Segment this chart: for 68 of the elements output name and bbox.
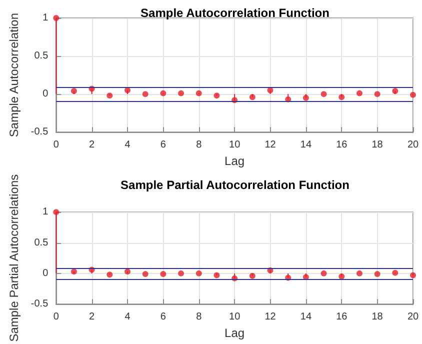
x-tick-label: 2 [89,140,96,151]
point [249,94,256,100]
x-tick-label: 20 [407,312,419,323]
point [106,92,113,99]
point [214,92,220,99]
point [53,15,60,21]
point [338,273,345,280]
x-tick-label: 18 [372,312,384,323]
point [70,88,77,94]
y-tick-label: 0 [42,88,49,100]
point [124,268,131,275]
chart-title: Sample Partial Autocorrelation Function [120,178,350,192]
x-tick-label: 4 [124,140,131,151]
x-tick-label: 14 [300,140,312,151]
point [160,90,166,96]
point [410,92,416,98]
point [392,88,398,94]
point [142,91,148,98]
x-tick-label: 4 [124,312,131,323]
point [196,270,202,276]
point [106,272,113,278]
y-tick-label: -0.5 [30,126,49,138]
point [178,270,184,276]
point [320,91,327,98]
x-tick-label: 20 [407,140,419,151]
x-tick-label: 18 [372,140,384,151]
x-tick-label: 10 [229,312,241,323]
point [160,271,166,278]
y-tick-label: 1 [42,12,49,24]
point [178,90,184,96]
point [338,94,345,100]
y-tick-label: 0.5 [34,237,49,248]
point [53,209,60,216]
point [374,91,380,98]
x-tick-label: 12 [264,312,276,323]
x-tick-label: 6 [160,312,166,323]
y-tick-label: 1 [42,206,49,218]
x-tick-label: 14 [300,312,312,323]
point [356,90,362,96]
x-tick-label: 16 [336,140,348,151]
x-tick-label: 8 [196,312,202,323]
point [196,90,202,96]
x-tick-label: 16 [336,312,348,323]
point [142,271,148,278]
point [410,272,416,278]
x-tick-label: 8 [196,140,202,151]
x-axis-title: Lag [224,326,245,340]
y-axis-title: Sample Partial Autocorrelations [7,174,21,342]
x-tick-label: 0 [53,312,60,323]
x-tick-label: 10 [229,140,241,151]
y-tick-label: -0.5 [30,298,49,310]
point [302,94,309,101]
chart-title: Sample Autocorrelation Function [140,6,330,20]
x-tick-label: 0 [53,140,60,151]
point [249,272,256,279]
point [320,270,327,276]
y-tick-label: 0.5 [34,50,49,62]
x-axis-title: Lag [224,154,245,168]
point [214,272,220,278]
point [374,271,380,278]
x-tick-label: 6 [160,140,166,151]
point [356,270,362,276]
y-axis-title: Sample Autocorrelation [7,13,21,138]
x-tick-label: 12 [264,140,276,151]
point [70,268,77,275]
x-tick-label: 2 [89,312,96,323]
y-tick-label: 0 [42,268,49,279]
point [392,270,398,276]
